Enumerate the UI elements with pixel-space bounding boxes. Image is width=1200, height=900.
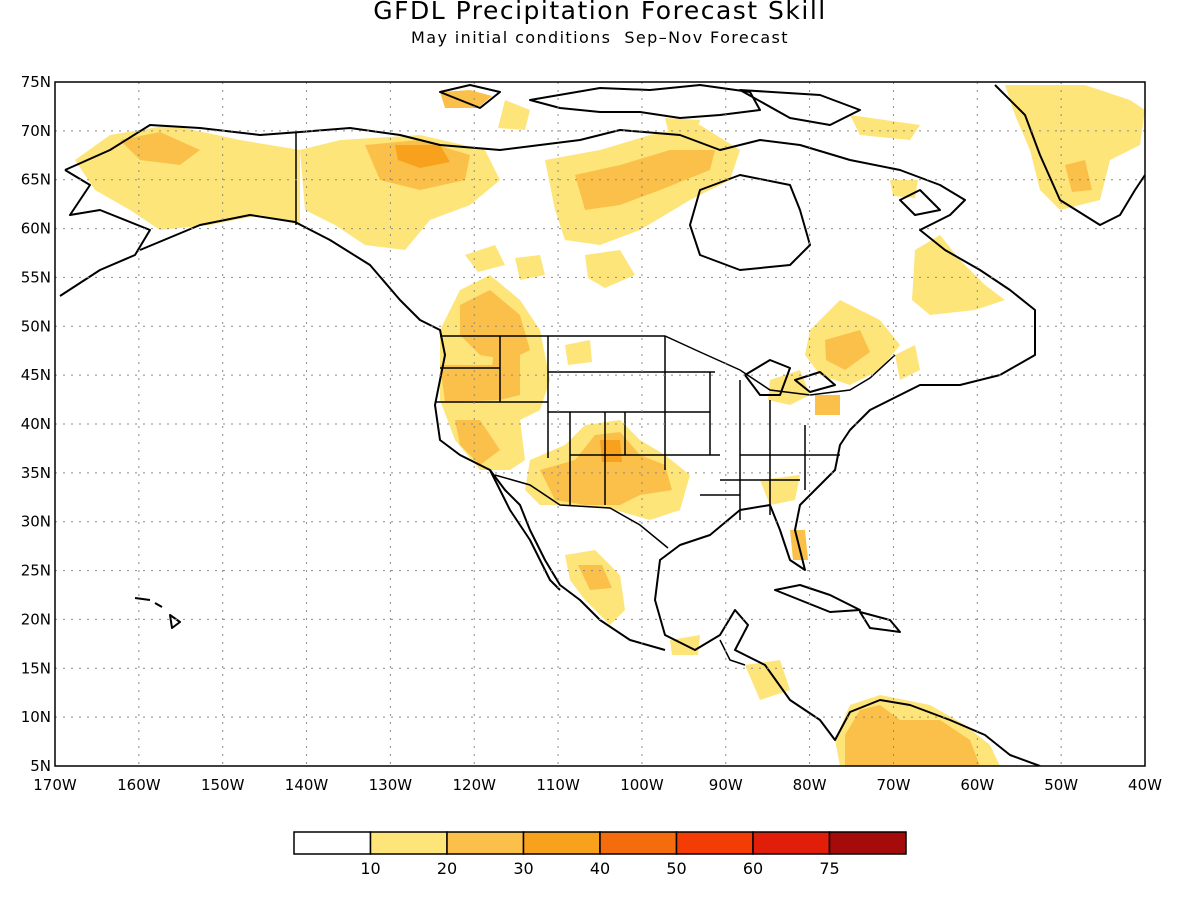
colorbar-swatch [293,831,372,855]
skill-region-calif [455,420,500,465]
lon-label: 120W [452,776,496,794]
skill-region-central-north-core [575,150,715,210]
skill-shading [75,85,1145,766]
map-title: GFDL Precipitation Forecast Skill [373,0,827,25]
border-us-mexico [494,474,669,549]
skill-region-e-arctic [850,115,920,140]
colorbar-tick-label: 30 [513,859,533,878]
lat-label: 50N [21,317,51,335]
skill-region-bc-small [465,245,505,272]
lon-label: 50W [1044,776,1078,794]
coastline-hudson-bay [689,174,811,271]
coastline-hawaii [134,597,181,629]
skill-region-alaska-core [120,132,200,165]
coastlines [59,84,1145,766]
skill-region-sw-peak [600,440,622,462]
lon-label: 140W [285,776,329,794]
skill-region-man-small [515,255,545,280]
colorbar-tick-label: 60 [743,859,763,878]
colorbar-swatch [522,831,601,855]
skill-region-ny [815,395,840,415]
border-us-canada [440,335,896,396]
colorbar-tick-label: 75 [819,859,839,878]
lat-label: 65N [21,171,51,189]
lon-label: 170W [33,776,77,794]
lon-label: 100W [620,776,664,794]
graticule-grid [55,82,1145,766]
lon-label: 40W [1128,776,1162,794]
skill-region-baffin [890,180,918,198]
coastline-cuba [774,584,901,633]
lat-label: 60N [21,220,51,238]
colorbar-swatch [599,831,678,855]
border-mexico-guatemala [719,639,746,666]
colorbar-swatch [828,831,907,855]
lon-label: 150W [201,776,245,794]
colorbar-swatch [446,831,525,855]
us-state-lines [436,336,840,520]
colorbar-tick-label: 10 [360,859,380,878]
lon-label: 160W [117,776,161,794]
skill-region-central-small [585,250,635,288]
lon-label: 70W [877,776,911,794]
colorbar: 10 20 30 40 50 60 75 [293,831,907,878]
lon-label: 130W [369,776,413,794]
coastline-arctic-islands [439,84,941,216]
colorbar-tick-label: 40 [590,859,610,878]
skill-region-greenland-core [1065,160,1092,192]
political-borders [295,132,896,666]
coastline-baja [489,469,561,591]
lat-label: 55N [21,268,51,286]
skill-region-mexico-core [578,565,612,590]
skill-region-greenland [1005,85,1145,210]
skill-region-s-america-core [845,705,980,766]
coastline-great-lakes [744,359,836,396]
colorbar-tick-label: 50 [666,859,686,878]
lon-label: 110W [536,776,580,794]
lon-label: 60W [960,776,994,794]
colorbar-tick-label: 20 [437,859,457,878]
coastline-greenland [994,84,1145,226]
coastline-west [59,169,666,651]
lat-label: 5N [30,757,51,775]
skill-region-quebec-core [825,330,870,370]
colorbar-swatch [675,831,754,855]
skill-region-labrador [912,235,1005,315]
skill-region-west-core [460,290,530,360]
skill-region-nw-canada-core [395,145,450,168]
lat-label: 70N [21,122,51,140]
skill-region-arctic-isl2 [498,100,530,130]
lat-label: 40N [21,415,51,433]
skill-region-maritimes [895,345,920,380]
lat-label: 30N [21,513,51,531]
lat-label: 25N [21,562,51,580]
latitude-labels: 75N 70N 65N 60N 55N 50N 45N 40N 35N 30N 25N 20N 15N 1… [21,73,51,775]
map-frame [54,81,1146,767]
map-subtitle: May initial conditions Sep–Nov Forecast [411,28,789,47]
coastline-north-america [64,124,1041,766]
lon-label: 80W [793,776,827,794]
longitude-labels: 170W 160W 150W 140W 130W 120W 110W 100W 90W 80W 70… [33,776,1162,794]
lon-label: 90W [709,776,743,794]
lat-label: 10N [21,708,51,726]
colorbar-swatch [369,831,448,855]
skill-region-montana-s [565,340,592,365]
skill-region-arctic-isl [440,90,492,108]
lat-label: 20N [21,610,51,628]
skill-region-oregon [440,365,500,402]
skill-region-honduras [745,660,790,700]
colorbar-swatch [752,831,831,855]
lat-label: 75N [21,73,51,91]
lat-label: 35N [21,464,51,482]
lat-label: 15N [21,659,51,677]
lat-label: 45N [21,366,51,384]
